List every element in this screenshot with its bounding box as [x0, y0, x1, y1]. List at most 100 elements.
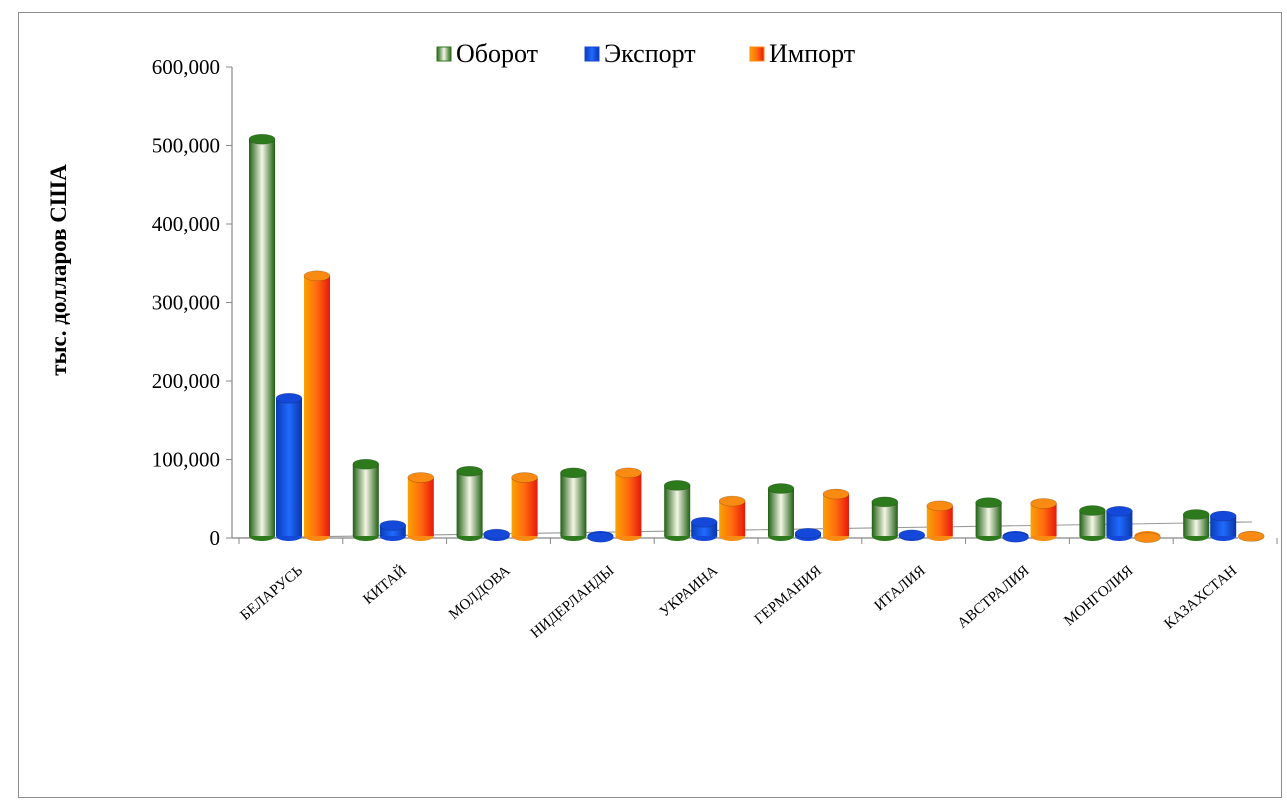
bar-top [560, 467, 587, 479]
bar-top [1182, 509, 1210, 520]
bar-2-5 [822, 488, 850, 541]
bar-body [560, 472, 587, 536]
bar-0-7 [975, 497, 1002, 541]
y-tick-label: 600,000 [152, 55, 220, 79]
bar-1-4 [690, 516, 718, 541]
legend-label: Оборот [456, 39, 538, 68]
bar-top [1209, 510, 1237, 522]
bar-0-1 [352, 458, 380, 541]
bar-body [1210, 516, 1237, 536]
bar-top [1030, 498, 1057, 509]
y-tick-label: 300,000 [152, 291, 220, 315]
bar-top [663, 480, 691, 491]
bar-1-1 [379, 520, 407, 541]
bar-top [587, 531, 614, 543]
bar-1-3 [587, 531, 614, 543]
bar-body [664, 485, 691, 536]
bar-1-9 [1209, 510, 1237, 541]
bar-top [352, 458, 380, 470]
bar-body [511, 477, 538, 536]
bar-1-2 [483, 528, 510, 541]
legend-item-2: Импорт [749, 39, 855, 68]
bar-1-8 [1106, 506, 1133, 541]
bar-2-3 [615, 467, 642, 541]
bar-top [1237, 531, 1265, 542]
bar-top [248, 133, 276, 145]
bar-body [768, 488, 794, 536]
y-tick-label: 100,000 [152, 448, 220, 472]
bar-top [379, 520, 407, 531]
x-tick-label: МОЛДОВА [446, 563, 514, 623]
bar-top [483, 528, 510, 540]
y-tick-label: 200,000 [152, 369, 220, 393]
x-tick-label: ГЕРМАНИЯ [752, 563, 825, 628]
bar-body [352, 464, 379, 536]
bar-0-3 [560, 467, 587, 541]
bar-body [1030, 503, 1057, 536]
bar-1-5 [794, 527, 822, 541]
bar-2-6 [926, 500, 954, 541]
bar-top [1002, 531, 1029, 543]
legend-label: Экспорт [604, 39, 696, 68]
bar-body [249, 139, 275, 536]
legend: Оборот Экспорт Импорт [436, 39, 855, 68]
bar-0-9 [1182, 509, 1210, 541]
bar-top [275, 392, 303, 404]
legend-swatch [584, 46, 600, 62]
y-tick-label: 500,000 [152, 134, 220, 158]
legend-swatch [436, 46, 452, 62]
x-tick-label: АВСТРАЛИЯ [955, 563, 1033, 632]
bar-top [871, 496, 899, 508]
x-tick-label: КИТАЙ [360, 562, 410, 608]
bar-top [926, 500, 954, 512]
bar-top [1106, 506, 1133, 517]
chart-frame [18, 12, 1282, 798]
bar-top [511, 472, 538, 483]
labels: 0 100,000 200,000 300,000 400,000 500,000 600,… [46, 55, 1240, 642]
x-tick-label: ИТАЛИЯ [872, 563, 929, 615]
bar-body [719, 501, 746, 536]
bar-body [871, 501, 898, 536]
bar-top [718, 495, 746, 507]
bar-body [379, 525, 406, 536]
bar-top [1079, 505, 1106, 516]
bar-body [407, 477, 434, 536]
bar-2-2 [511, 472, 538, 541]
bar-top [822, 488, 850, 500]
bar-body [1183, 514, 1210, 536]
x-tick-label: КАЗАХСТАН [1162, 563, 1241, 633]
bar-top [1134, 532, 1161, 543]
bar-0-4 [663, 480, 691, 541]
bar-body [823, 494, 849, 536]
bar-top [407, 472, 435, 483]
bar-2-9 [1237, 531, 1265, 542]
bar-top [794, 527, 822, 539]
x-tick-label: БЕЛАРУСЬ [238, 563, 307, 624]
bar-1-0 [275, 392, 303, 541]
legend-swatch [749, 46, 765, 62]
bars [248, 133, 1265, 543]
legend-item-0: Оборот [436, 39, 538, 68]
y-tick-label: 0 [210, 526, 221, 550]
bar-1-7 [1002, 531, 1029, 543]
bar-2-1 [407, 472, 435, 541]
bar-2-8 [1134, 531, 1161, 543]
legend-label: Импорт [769, 39, 855, 68]
bar-body [615, 472, 642, 536]
bar-top [767, 483, 795, 494]
x-tick-label: МОНГОЛИЯ [1061, 563, 1136, 630]
x-tick-label: НИДЕРЛАНДЫ [528, 563, 618, 642]
bar-0-8 [1079, 505, 1106, 541]
bar-body [975, 502, 1002, 536]
bar-2-4 [718, 495, 746, 541]
bar-body [456, 471, 483, 536]
bar-0-2 [456, 465, 483, 541]
x-tick-label: УКРАИНА [657, 563, 721, 621]
legend-item-1: Экспорт [584, 39, 696, 68]
bar-0-5 [767, 483, 795, 541]
axes [226, 66, 1278, 544]
y-tick-label: 400,000 [152, 212, 220, 236]
bar-0-0 [248, 133, 276, 541]
bar-body [276, 398, 302, 536]
